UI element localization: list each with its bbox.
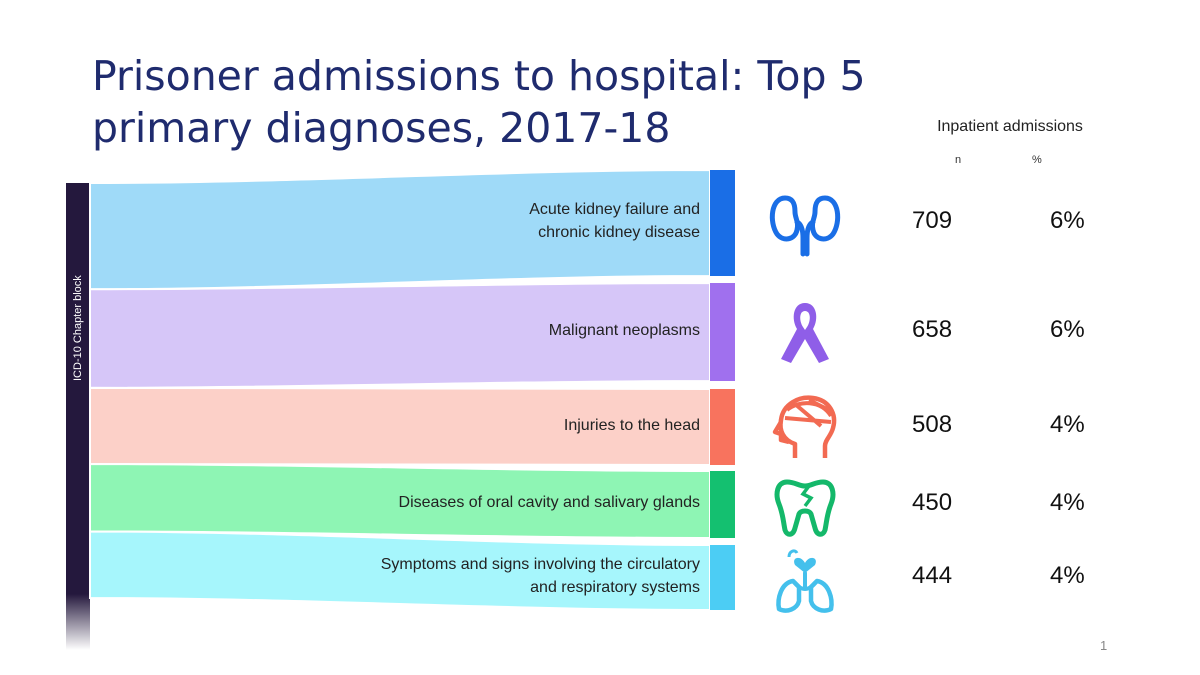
admissions-count: 508: [912, 411, 953, 438]
admissions-count: 444: [912, 561, 953, 589]
diagnosis-label-line: Acute kidney failure and: [529, 201, 700, 218]
target-node-bar: [710, 471, 735, 538]
admissions-percent: 4%: [1050, 488, 1085, 516]
admissions-count: 709: [912, 207, 953, 234]
admissions-percent: 4%: [1050, 411, 1085, 438]
column-header-percent: %: [1032, 154, 1042, 166]
cancer-ribbon-icon: [765, 297, 845, 374]
diagnosis-label-line: Symptoms and signs involving the circula…: [380, 555, 700, 573]
diagnosis-label-line: chronic kidney disease: [538, 224, 700, 241]
admissions-count: 658: [912, 316, 953, 343]
target-node-bar: [710, 389, 735, 465]
source-node-bar: [66, 183, 90, 650]
diagnosis-label: Injuries to the head: [300, 414, 700, 437]
head-injury-icon: [765, 392, 845, 469]
tooth-icon: [765, 470, 845, 547]
diagnosis-label: Diseases of oral cavity and salivary gla…: [300, 491, 700, 514]
admissions-percent: 4%: [1050, 561, 1085, 589]
target-node-bar: [710, 283, 735, 381]
diagnosis-label-line: Injuries to the head: [563, 416, 700, 434]
diagnosis-label: Malignant neoplasms: [300, 319, 700, 342]
admissions-percent: 6%: [1050, 207, 1085, 234]
diagnosis-label: Acute kidney failure and chronic kidney d…: [300, 198, 700, 244]
heart-lungs-icon: [765, 543, 845, 620]
admissions-count: 450: [912, 488, 953, 516]
column-group-header: Inpatient admissions: [937, 118, 1083, 135]
admissions-percent: 6%: [1050, 316, 1085, 343]
diagnosis-label-line: and respiratory systems: [530, 578, 700, 596]
target-node-bar: [710, 545, 735, 610]
diagnosis-label: Symptoms and signs involving the circula…: [300, 553, 700, 599]
target-node-bar: [710, 170, 735, 276]
diagnosis-label-line: Diseases of oral cavity and salivary gla…: [398, 494, 700, 511]
column-header-n: n: [955, 154, 962, 166]
diagnosis-label-line: Malignant neoplasms: [548, 321, 700, 339]
kidneys-icon: [765, 188, 845, 265]
page-number: 1: [1100, 638, 1108, 653]
page-title: Prisoner admissions to hospital: Top 5 p…: [92, 52, 866, 152]
